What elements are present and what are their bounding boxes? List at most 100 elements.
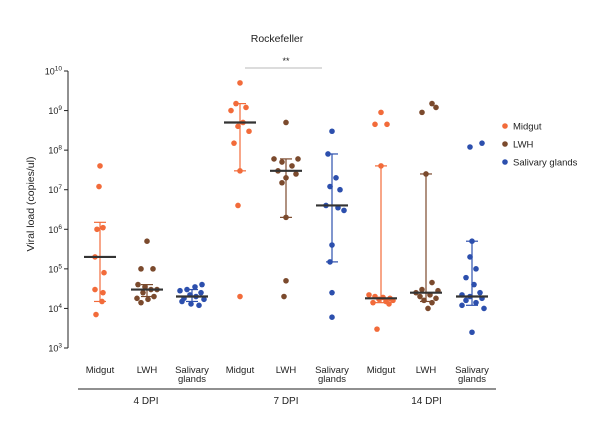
- data-point: [271, 156, 277, 162]
- series-2: [176, 281, 208, 309]
- category-label: LWH: [276, 365, 297, 376]
- group-label: 7 DPI: [273, 396, 298, 407]
- data-point: [421, 297, 427, 304]
- data-point: [151, 293, 157, 300]
- data-point: [425, 305, 431, 312]
- legend: Midgut LWH Salivary glands: [502, 122, 578, 169]
- category-label: Midgut: [226, 365, 255, 376]
- data-point: [327, 259, 333, 265]
- group-label: 14 DPI: [411, 396, 442, 407]
- data-point: [386, 301, 392, 307]
- data-point: [295, 156, 301, 162]
- data-point: [372, 121, 378, 128]
- legend-label: Salivary glands: [513, 158, 578, 169]
- data-point: [459, 302, 465, 309]
- data-point: [479, 140, 485, 146]
- data-point: [463, 274, 469, 281]
- data-point: [419, 109, 425, 116]
- data-point: [235, 202, 241, 209]
- data-point: [198, 289, 204, 296]
- data-point: [384, 121, 390, 128]
- y-tick-label: 109: [48, 105, 62, 116]
- category-label: Salivary glands: [315, 365, 349, 385]
- series-6: [365, 109, 397, 332]
- data-point: [235, 123, 241, 130]
- data-point: [228, 107, 234, 114]
- data-point: [473, 266, 479, 272]
- data-point: [237, 293, 243, 300]
- data-point: [100, 224, 106, 231]
- data-point: [370, 299, 376, 306]
- data-point: [177, 287, 183, 294]
- data-point: [289, 163, 295, 169]
- data-point: [329, 242, 335, 248]
- data-point: [134, 295, 140, 302]
- data-point: [283, 277, 289, 284]
- data-point: [378, 109, 384, 116]
- category-label: Midgut: [367, 365, 396, 376]
- data-point: [471, 281, 477, 288]
- data-point: [378, 163, 384, 169]
- data-point: [374, 326, 380, 332]
- data-point: [283, 214, 289, 221]
- data-point: [246, 128, 252, 135]
- data-point: [327, 183, 333, 190]
- data-point: [188, 301, 194, 307]
- data-point: [237, 80, 243, 86]
- series-7: [410, 100, 442, 312]
- data-point: [473, 299, 479, 306]
- legend-label: Midgut: [513, 122, 542, 133]
- data-point: [196, 302, 202, 309]
- data-point: [417, 293, 423, 300]
- data-point: [293, 171, 299, 177]
- data-point: [433, 104, 439, 111]
- data-point: [199, 281, 205, 288]
- data-point: [144, 238, 150, 244]
- data-point: [325, 151, 331, 157]
- data-point: [138, 266, 144, 272]
- category-label: LWH: [137, 365, 158, 376]
- data-point: [279, 179, 285, 186]
- y-tick-label: 105: [48, 263, 62, 274]
- category-label: LWH: [416, 365, 437, 376]
- data-point: [140, 289, 146, 296]
- data-point: [99, 298, 105, 305]
- data-point: [429, 100, 435, 107]
- data-point: [138, 299, 144, 306]
- y-tick-label: 108: [48, 145, 62, 156]
- data-point: [429, 279, 435, 286]
- data-point: [423, 171, 429, 177]
- y-tick-label: 1010: [45, 66, 63, 77]
- data-point: [283, 119, 289, 126]
- data-point: [281, 293, 287, 300]
- plot-area: **: [84, 56, 488, 336]
- legend-label: LWH: [513, 140, 534, 151]
- data-point: [469, 238, 475, 244]
- data-point: [279, 159, 285, 165]
- data-point: [93, 311, 99, 318]
- data-point: [94, 226, 100, 233]
- data-point: [150, 266, 156, 272]
- data-point: [337, 186, 343, 193]
- data-point: [237, 168, 243, 174]
- category-label: Salivary glands: [455, 365, 489, 385]
- data-point: [184, 286, 190, 293]
- chart-title: Rockefeller: [251, 33, 304, 45]
- y-tick-label: 103: [48, 343, 62, 354]
- data-point: [233, 100, 239, 107]
- data-point: [329, 289, 335, 296]
- y-tick-label: 106: [48, 224, 62, 235]
- data-point: [477, 289, 483, 296]
- data-point: [419, 286, 425, 293]
- data-point: [135, 281, 141, 288]
- data-point: [92, 286, 98, 293]
- y-tick-label: 107: [48, 184, 62, 195]
- data-point: [100, 289, 106, 296]
- group-label: 4 DPI: [133, 396, 158, 407]
- data-point: [179, 298, 185, 305]
- data-point: [283, 175, 289, 181]
- data-point: [333, 175, 339, 181]
- series-1: [131, 238, 163, 306]
- data-point: [341, 207, 347, 214]
